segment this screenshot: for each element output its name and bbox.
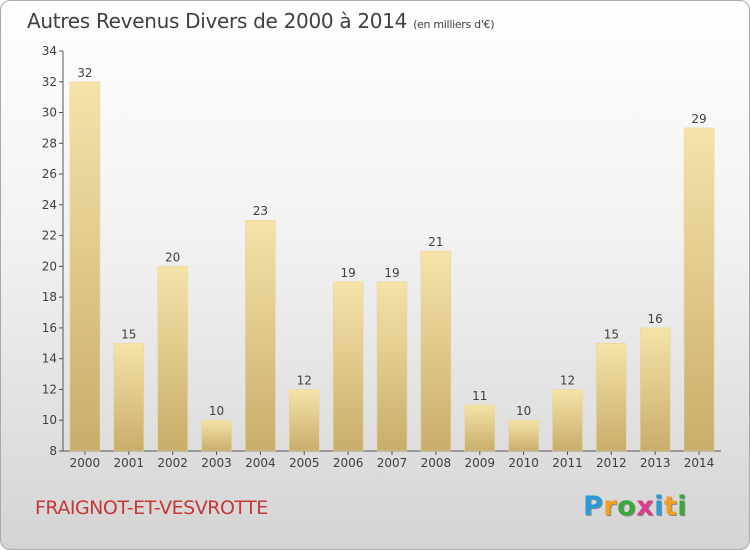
bar-2014 — [683, 127, 715, 452]
logo-letter: r — [603, 491, 618, 522]
x-tick-label: 2003 — [201, 456, 232, 470]
logo-letter: o — [617, 491, 637, 522]
data-label: 11 — [472, 389, 487, 403]
y-tick-label: 20 — [42, 259, 57, 273]
x-tick-label: 2001 — [114, 456, 145, 470]
y-tick-label: 22 — [42, 229, 57, 243]
data-label: 19 — [384, 266, 399, 280]
y-tick-label: 28 — [42, 136, 57, 150]
x-tick-label: 2012 — [596, 456, 627, 470]
x-tick-label: 2013 — [640, 456, 671, 470]
logo-letter: i — [677, 491, 688, 522]
x-tick-label: 2009 — [464, 456, 495, 470]
data-label: 12 — [560, 373, 575, 387]
data-label: 20 — [165, 250, 180, 264]
x-tick-label: 2007 — [377, 456, 408, 470]
data-label: 15 — [604, 327, 619, 341]
bar-2012 — [596, 343, 627, 452]
bar-2007 — [376, 281, 408, 452]
bars — [69, 81, 715, 452]
x-tick-label: 2005 — [289, 456, 320, 470]
y-tick-label: 34 — [42, 44, 57, 58]
y-tick-label: 16 — [42, 321, 57, 335]
y-axis: 8 10 12 14 16 18 20 22 24 26 28 30 32 34 — [42, 44, 64, 458]
x-axis: 2000 2001 2002 2003 2004 2005 2006 2007 2008 2009… — [63, 450, 721, 470]
x-tick-label: 2010 — [508, 456, 539, 470]
x-tick-label: 2006 — [333, 456, 364, 470]
y-tick-label: 10 — [42, 413, 57, 427]
logo-letter: i — [654, 491, 664, 522]
bar-2003 — [201, 419, 232, 452]
data-label: 32 — [77, 66, 92, 80]
y-tick-label: 12 — [42, 382, 57, 396]
x-tick-label: 2014 — [684, 456, 715, 470]
chart-subtitle: (en milliers d'€) — [413, 18, 495, 31]
data-label: 21 — [428, 235, 443, 249]
bar-2009 — [464, 404, 495, 452]
bar-2010 — [508, 419, 539, 452]
y-tick-label: 30 — [42, 106, 57, 120]
x-tick-label: 2004 — [245, 456, 276, 470]
bar-2008 — [420, 250, 452, 452]
x-tick-label: 2002 — [157, 456, 188, 470]
commune-name: FRAIGNOT-ET-VESVROTTE — [35, 497, 268, 519]
data-label: 10 — [209, 404, 224, 418]
y-tick-label: 32 — [42, 75, 57, 89]
x-tick-label: 2000 — [70, 456, 101, 470]
chart-title-text: Autres Revenus Divers de 2000 à 2014 — [27, 9, 408, 33]
logo-letter: P — [583, 491, 604, 522]
bar-2013 — [639, 327, 671, 452]
data-label: 29 — [691, 112, 706, 126]
y-tick-label: 26 — [42, 167, 57, 181]
y-tick-label: 24 — [42, 198, 57, 212]
data-label: 10 — [516, 404, 531, 418]
logo-letter: t — [663, 491, 678, 522]
y-tick-label: 8 — [49, 444, 57, 458]
data-label: 15 — [121, 327, 136, 341]
chart-title: Autres Revenus Divers de 2000 à 2014 (en … — [27, 9, 495, 33]
bar-2006 — [332, 281, 364, 452]
bar-2002 — [157, 266, 188, 452]
proxiti-logo[interactable]: Proxiti — [583, 491, 687, 522]
x-tick-label: 2008 — [421, 456, 452, 470]
data-label: 16 — [648, 312, 663, 326]
y-tick-label: 14 — [42, 352, 57, 366]
data-label: 23 — [253, 204, 268, 218]
y-tick-label: 18 — [42, 290, 57, 304]
bar-2011 — [552, 389, 583, 452]
x-tick-label: 2011 — [552, 456, 583, 470]
bar-2001 — [113, 343, 145, 452]
bar-2004 — [245, 219, 276, 452]
data-label: 12 — [297, 373, 312, 387]
bar-2005 — [289, 389, 320, 452]
bar-2000 — [69, 81, 101, 452]
data-labels: 32 15 20 10 23 12 19 19 21 11 10 12 15 16 29 — [77, 66, 706, 418]
data-label: 19 — [340, 266, 355, 280]
logo-letter: x — [636, 491, 655, 522]
